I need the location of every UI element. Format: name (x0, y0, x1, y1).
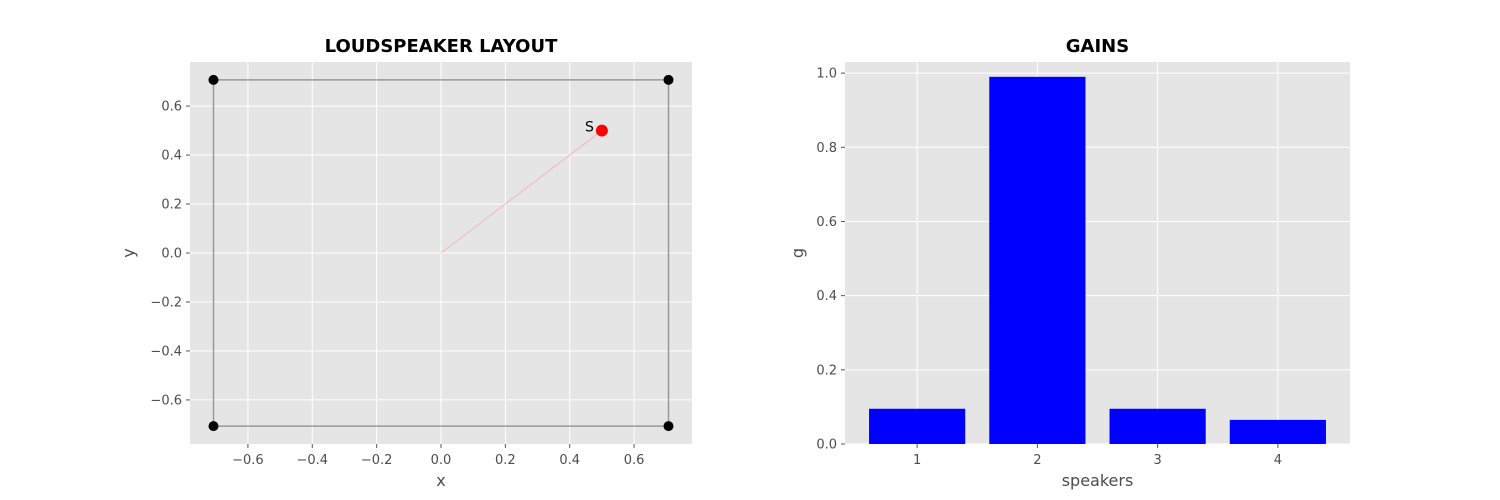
gain-bar-1 (869, 408, 966, 444)
gain-bar-2 (989, 76, 1086, 444)
loudspeaker-x-tick-label: −0.6 (232, 453, 264, 468)
gains-y-tick-label: 0.8 (816, 141, 837, 156)
gains-y-axis-label: g (788, 248, 807, 258)
loudspeaker-x-tick-label: 0.0 (431, 453, 452, 468)
loudspeaker-x-tick-label: −0.2 (361, 453, 393, 468)
speaker-point (663, 74, 674, 85)
loudspeaker-x-tick-label: 0.6 (624, 453, 645, 468)
loudspeaker-y-tick-label: 0.4 (161, 149, 182, 164)
loudspeaker-y-tick-label: 0.0 (161, 247, 182, 262)
gains-bars (869, 76, 1326, 444)
gains-plot-area (845, 62, 1350, 444)
loudspeaker-x-axis-label: x (436, 471, 445, 490)
gains-x-tick-label: 3 (1153, 453, 1161, 468)
source-label: S (585, 120, 594, 136)
loudspeaker-x-tick-label: 0.2 (495, 453, 516, 468)
loudspeaker-layout-title: LOUDSPEAKER LAYOUT (325, 36, 558, 57)
gains-panel: 0.0 0.2 0.4 0.6 0.8 1.0 1 2 3 4 GAINS speakers g (788, 36, 1350, 490)
speaker-point (208, 74, 219, 85)
gains-y-tick-label: 0.6 (816, 215, 837, 230)
source-ray (440, 130, 603, 254)
gains-x-tick-label: 1 (913, 453, 921, 468)
gains-y-tick-label: 0.4 (816, 289, 837, 304)
loudspeaker-tick-labels: −0.6 −0.4 −0.2 0.0 0.2 0.4 0.6 −0.6 −0.4 −0.2 0.0 0… (150, 100, 644, 468)
gains-y-tick-label: 0.2 (816, 363, 837, 378)
speaker-point (208, 421, 219, 432)
gains-x-axis-label: speakers (1062, 471, 1134, 490)
loudspeaker-layout-panel: −0.6 −0.4 −0.2 0.0 0.2 0.4 0.6 −0.6 −0.4 −0.2 0.0 0… (119, 36, 692, 490)
gains-title: GAINS (1066, 36, 1129, 57)
loudspeaker-y-tick-label: −0.4 (150, 344, 182, 359)
gains-y-tick-label: 0.0 (816, 438, 837, 453)
loudspeaker-y-axis-label: y (119, 248, 138, 257)
gains-y-tick-label: 1.0 (816, 67, 837, 82)
loudspeaker-marks: S (208, 74, 674, 432)
loudspeaker-y-tick-label: 0.6 (161, 100, 182, 115)
gain-bar-3 (1109, 408, 1206, 444)
loudspeaker-x-tick-label: −0.4 (296, 453, 328, 468)
speaker-point (663, 421, 674, 432)
loudspeaker-y-tick-label: −0.6 (150, 393, 182, 408)
gain-bar-4 (1229, 419, 1326, 444)
loudspeaker-x-tick-label: 0.4 (559, 453, 580, 468)
loudspeaker-y-tick-label: 0.2 (161, 198, 182, 213)
source-point (595, 124, 608, 137)
loudspeaker-y-tick-label: −0.2 (150, 295, 182, 310)
gains-x-tick-label: 2 (1033, 453, 1041, 468)
gains-tick-labels: 0.0 0.2 0.4 0.6 0.8 1.0 1 2 3 4 (816, 67, 1282, 468)
gains-x-tick-label: 4 (1274, 453, 1282, 468)
